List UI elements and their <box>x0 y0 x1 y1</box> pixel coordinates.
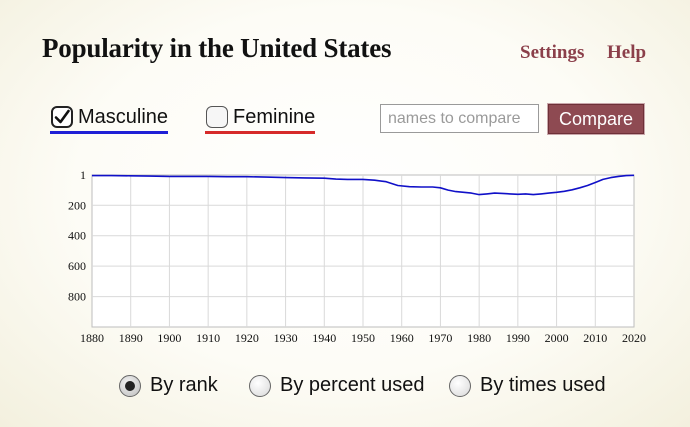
x-tick-label: 1880 <box>80 331 104 345</box>
compare-button[interactable]: Compare <box>548 104 644 134</box>
x-tick-label: 2010 <box>583 331 607 345</box>
radio-selected-dot <box>125 381 135 391</box>
x-tick-label: 1910 <box>196 331 220 345</box>
by-times-label: By times used <box>480 374 606 396</box>
x-tick-label: 1990 <box>506 331 530 345</box>
feminine-checkbox-option[interactable]: Feminine <box>205 104 315 136</box>
x-tick-label: 1930 <box>274 331 298 345</box>
by-times-option[interactable]: By times used <box>448 374 608 402</box>
by-percent-option[interactable]: By percent used <box>248 374 426 402</box>
popularity-chart: 1880 1890 1900 1910 1920 1930 1940 1950 1960 1970… <box>68 168 646 345</box>
masculine-label: Masculine <box>78 106 169 128</box>
by-times-radio[interactable] <box>449 375 471 397</box>
y-tick-label: 200 <box>68 198 86 212</box>
compare-names-input[interactable] <box>380 104 539 133</box>
x-tick-label: 1920 <box>235 331 259 345</box>
x-tick-label: 1980 <box>467 331 491 345</box>
x-tick-label: 1970 <box>428 331 452 345</box>
x-tick-label: 1960 <box>390 331 414 345</box>
feminine-checkbox[interactable] <box>206 106 228 128</box>
masculine-checkbox-option[interactable]: Masculine <box>50 104 168 136</box>
x-tick-label: 1890 <box>119 331 143 345</box>
by-rank-label: By rank <box>150 374 218 396</box>
feminine-underline <box>205 131 315 134</box>
x-tick-label: 1900 <box>157 331 181 345</box>
help-link[interactable]: Help <box>607 42 647 63</box>
y-tick-label: 400 <box>68 229 86 243</box>
by-percent-label: By percent used <box>280 374 425 396</box>
by-percent-radio[interactable] <box>249 375 271 397</box>
y-tick-label: 800 <box>68 290 86 304</box>
x-tick-label: 1940 <box>312 331 336 345</box>
settings-link[interactable]: Settings <box>520 42 585 63</box>
y-tick-label: 600 <box>68 259 86 273</box>
masculine-underline <box>50 131 168 134</box>
masculine-checkbox[interactable] <box>51 106 73 128</box>
feminine-label: Feminine <box>233 106 316 128</box>
by-rank-radio[interactable] <box>119 375 141 397</box>
x-tick-label: 2020 <box>622 331 646 345</box>
checkmark-icon <box>54 109 70 124</box>
x-tick-label: 1950 <box>351 331 375 345</box>
by-rank-option[interactable]: By rank <box>118 374 228 402</box>
page-title: Popularity in the United States <box>42 33 392 63</box>
x-tick-label: 2000 <box>545 331 569 345</box>
y-tick-label: 1 <box>80 168 86 182</box>
series-line-masculine <box>92 174 635 196</box>
